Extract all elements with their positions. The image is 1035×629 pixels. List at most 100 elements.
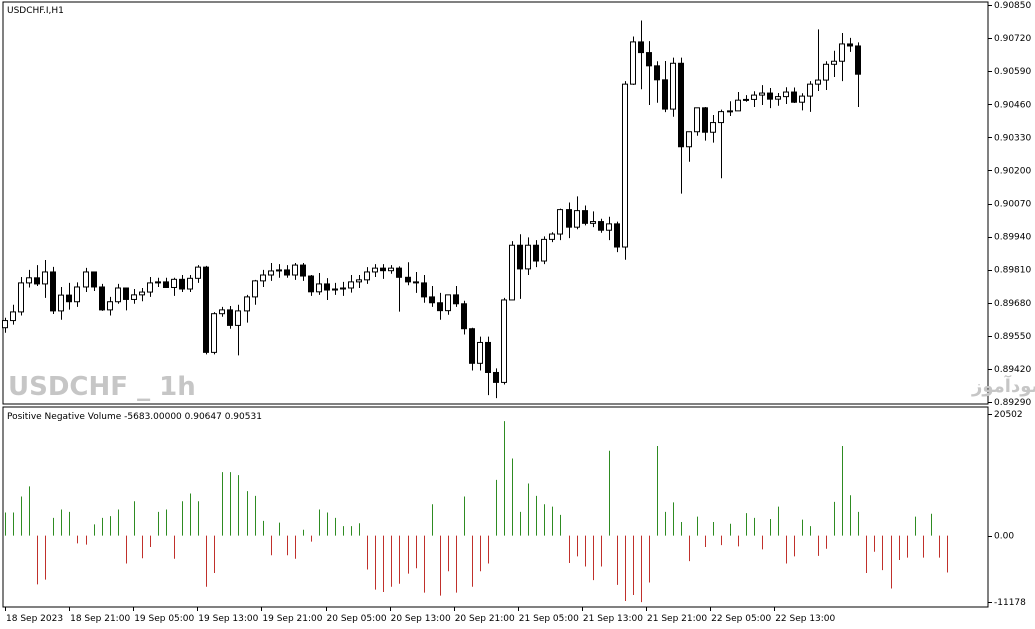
candle bbox=[437, 292, 443, 320]
price-tick-label: 0.89420 bbox=[994, 365, 1031, 375]
candle bbox=[622, 81, 628, 260]
candle bbox=[702, 107, 708, 141]
candle bbox=[115, 283, 121, 304]
candle bbox=[139, 287, 145, 302]
candle bbox=[614, 221, 620, 253]
candle bbox=[99, 283, 105, 311]
time-tick-label: 20 Sep 13:00 bbox=[391, 614, 451, 624]
candle bbox=[34, 265, 40, 286]
candle bbox=[823, 61, 829, 90]
price-tick-label: 0.90590 bbox=[994, 67, 1031, 77]
candle bbox=[453, 285, 459, 307]
candle bbox=[195, 265, 201, 283]
candle bbox=[807, 81, 813, 112]
candle bbox=[284, 265, 290, 278]
candle bbox=[421, 275, 427, 303]
volume-pane[interactable] bbox=[2, 406, 989, 608]
volume-tick-label: -11178 bbox=[994, 598, 1026, 608]
candle bbox=[380, 264, 386, 279]
watermark-symbol: USDCHF _ 1h bbox=[8, 372, 196, 402]
price-tick-label: 0.89290 bbox=[994, 398, 1031, 408]
candle bbox=[590, 211, 596, 228]
time-axis[interactable]: 18 Sep 2023 18 Sep 21:00 19 Sep 05:00 19 Se… bbox=[5, 607, 836, 624]
candle bbox=[525, 237, 531, 276]
time-tick-label: 18 Sep 21:00 bbox=[70, 614, 130, 624]
time-tick-label: 21 Sep 13:00 bbox=[583, 614, 643, 624]
candle bbox=[630, 36, 636, 85]
time-tick-label: 20 Sep 21:00 bbox=[455, 614, 515, 624]
candle bbox=[123, 287, 129, 311]
candle bbox=[791, 87, 797, 103]
candle bbox=[654, 61, 660, 103]
candle bbox=[74, 282, 80, 307]
time-tick-label: 21 Sep 05:00 bbox=[519, 614, 579, 624]
candle bbox=[485, 336, 491, 396]
candle bbox=[533, 240, 539, 268]
volume-tick-label: 20502 bbox=[994, 410, 1023, 420]
candle bbox=[517, 234, 523, 299]
volume-axis[interactable]: 20502 0.00 -11178 bbox=[988, 410, 1026, 608]
volume-bars-layer bbox=[5, 421, 948, 603]
candle bbox=[493, 368, 499, 399]
price-tick-label: 0.90850 bbox=[994, 1, 1031, 11]
candle bbox=[598, 218, 604, 233]
candle bbox=[743, 95, 749, 102]
candle bbox=[58, 286, 64, 320]
time-tick-label: 19 Sep 13:00 bbox=[198, 614, 258, 624]
volume-tick-label: 0.00 bbox=[994, 532, 1014, 542]
candle bbox=[767, 87, 773, 109]
candle bbox=[566, 202, 572, 239]
candle bbox=[211, 312, 217, 355]
candle bbox=[276, 264, 282, 278]
candle bbox=[670, 57, 676, 117]
candle bbox=[348, 275, 354, 293]
candle bbox=[718, 109, 724, 179]
candle bbox=[831, 50, 837, 78]
volume-indicator-title: Positive Negative Volume -5683.00000 0.9… bbox=[7, 412, 262, 422]
time-tick-label: 21 Sep 21:00 bbox=[647, 614, 707, 624]
price-tick-label: 0.89680 bbox=[994, 299, 1031, 309]
candle bbox=[694, 107, 700, 136]
candle bbox=[413, 271, 419, 293]
price-tick-label: 0.90070 bbox=[994, 200, 1031, 210]
candle bbox=[131, 289, 137, 304]
candle bbox=[18, 277, 24, 316]
price-tick-label: 0.89940 bbox=[994, 233, 1031, 243]
candle bbox=[340, 281, 346, 296]
candle bbox=[557, 208, 563, 241]
candle bbox=[429, 285, 435, 307]
candle bbox=[606, 216, 612, 241]
candle bbox=[646, 41, 652, 106]
candle bbox=[26, 269, 32, 288]
candle bbox=[332, 282, 338, 295]
price-tick-label: 0.90200 bbox=[994, 166, 1031, 176]
candle bbox=[783, 87, 789, 104]
candle bbox=[107, 296, 113, 316]
candle bbox=[501, 297, 507, 385]
candle bbox=[775, 93, 781, 106]
candle bbox=[574, 196, 580, 230]
watermark-persian: انتشار در سایت سودآموز bbox=[971, 374, 1035, 397]
candle bbox=[42, 259, 48, 298]
candle bbox=[292, 263, 298, 280]
candle bbox=[203, 265, 209, 355]
candle bbox=[308, 275, 314, 296]
main-pane[interactable] bbox=[2, 1, 989, 405]
candle bbox=[847, 37, 853, 52]
candle bbox=[300, 263, 306, 281]
candle bbox=[91, 271, 97, 292]
candle bbox=[686, 131, 692, 162]
candle bbox=[147, 277, 153, 297]
candle bbox=[662, 60, 668, 113]
candle bbox=[268, 263, 274, 281]
candle bbox=[187, 275, 193, 293]
candle bbox=[252, 279, 258, 305]
candle bbox=[855, 42, 861, 108]
candle bbox=[735, 92, 741, 112]
price-axis[interactable]: 0.90850 0.90720 0.90590 0.90460 0.90330 0.902… bbox=[988, 1, 1031, 408]
price-tick-label: 0.89810 bbox=[994, 266, 1031, 276]
time-tick-label: 22 Sep 05:00 bbox=[711, 614, 771, 624]
candle bbox=[799, 93, 805, 111]
price-tick-label: 0.90720 bbox=[994, 34, 1031, 44]
